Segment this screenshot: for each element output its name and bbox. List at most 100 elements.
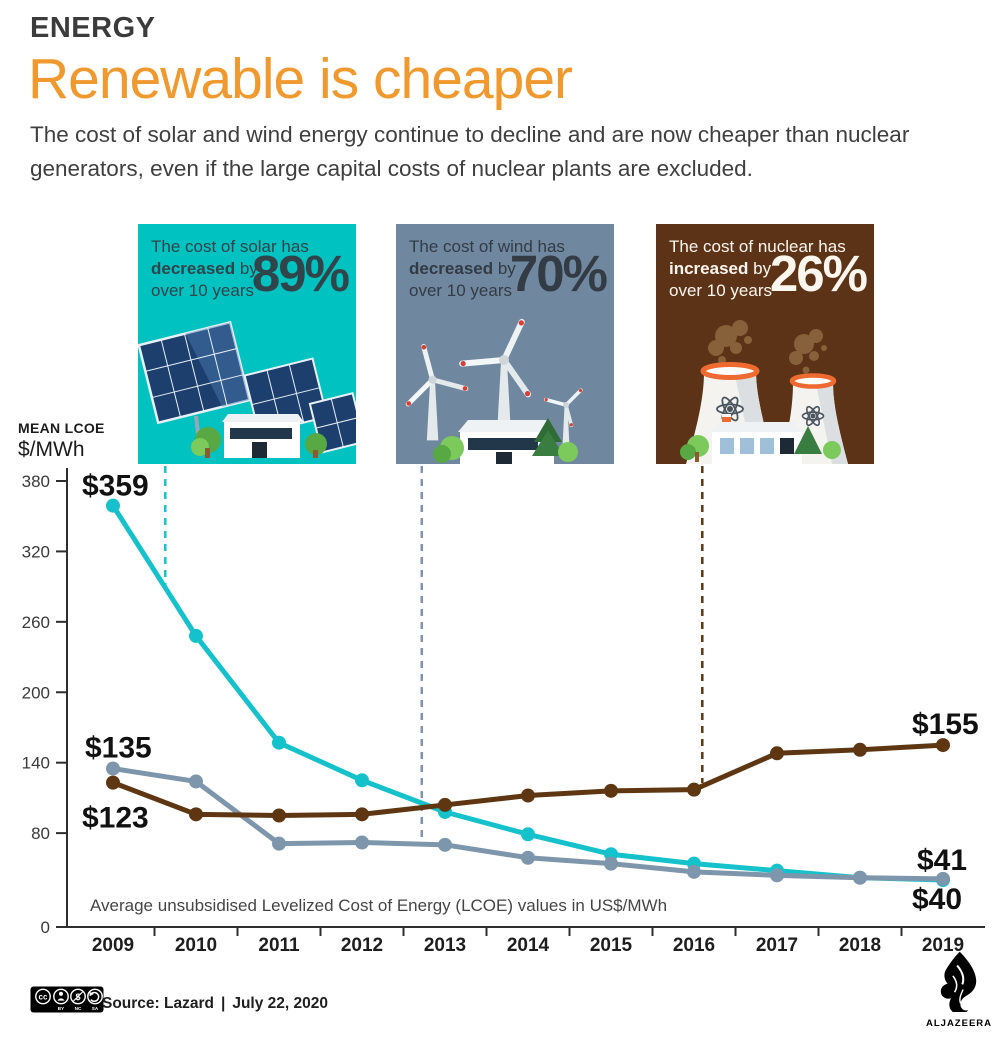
nuclear-card-line3: over 10 years xyxy=(669,281,772,300)
x-tick-label: 2014 xyxy=(507,935,550,956)
source-label: Source: Lazard xyxy=(102,995,214,1012)
page-title: Renewable is cheaper xyxy=(28,47,573,111)
x-tick-label: 2012 xyxy=(341,935,383,956)
wind-data-point xyxy=(936,871,950,886)
point-value-label: $40 xyxy=(912,883,962,916)
solar-data-point xyxy=(770,863,784,878)
point-value-label: $359 xyxy=(82,470,149,503)
nuclear-plant-illustration xyxy=(680,320,848,464)
nuclear-data-point xyxy=(936,738,950,753)
point-value-label: $155 xyxy=(912,708,979,741)
wind-data-point xyxy=(106,761,120,776)
point-value-label: $41 xyxy=(917,844,967,877)
aljazeera-logo: ALJAZEERA xyxy=(926,950,993,1029)
wind-data-point xyxy=(355,835,369,850)
nuclear-data-point xyxy=(272,808,286,823)
nuclear-card: The cost of nuclear has increased by ove… xyxy=(656,224,874,464)
x-tick-label: 2018 xyxy=(839,935,881,956)
wind-data-point xyxy=(770,868,784,883)
nuclear-percent: 26% xyxy=(769,245,868,302)
wind-card-line1: The cost of wind has xyxy=(409,237,565,256)
solar-line xyxy=(110,503,946,883)
solar-card: The cost of solar has decreased by over … xyxy=(138,224,356,464)
wind-data-point xyxy=(521,850,535,865)
section-kicker: ENERGY xyxy=(30,12,156,44)
wind-data-point xyxy=(272,836,286,851)
x-tick-label: 2017 xyxy=(756,935,798,956)
wind-card-line2: decreased by xyxy=(409,259,516,278)
solar-card-line1: The cost of solar has xyxy=(151,237,309,256)
solar-card-line2: decreased by xyxy=(151,259,258,278)
y-axis-label-line2: $/MWh xyxy=(18,438,85,461)
y-tick-label: 380 xyxy=(22,472,50,491)
solar-data-point xyxy=(687,856,701,871)
y-tick-label: 140 xyxy=(22,754,50,773)
nuclear-line xyxy=(110,742,946,818)
svg-text:NC: NC xyxy=(75,1006,82,1011)
x-tick-label: 2015 xyxy=(590,935,633,956)
solar-data-point xyxy=(189,628,203,643)
aljazeera-wordmark: ALJAZEERA xyxy=(926,1018,993,1029)
nc-dollar-icon: $ xyxy=(73,991,83,1002)
page-subtitle: The cost of solar and wind energy contin… xyxy=(30,122,910,181)
x-tick-label: 2010 xyxy=(175,935,217,956)
solar-card-line3: over 10 years xyxy=(151,281,254,300)
wind-data-point xyxy=(853,870,867,885)
nuclear-card-line1: The cost of nuclear has xyxy=(669,237,846,256)
wind-card: The cost of wind has decreased by over 1… xyxy=(396,224,614,464)
y-tick-label: 260 xyxy=(22,613,50,632)
solar-percent: 89% xyxy=(251,245,350,302)
wind-percent: 70% xyxy=(509,245,608,302)
turbine-small xyxy=(543,388,583,447)
solar-data-point xyxy=(272,735,286,750)
cc-icon: cc xyxy=(39,993,48,1002)
solar-data-point xyxy=(936,873,950,888)
nuclear-data-point xyxy=(770,746,784,761)
x-tick-label: 2011 xyxy=(258,935,300,956)
y-tick-label: 80 xyxy=(31,824,50,843)
y-tick-label: 200 xyxy=(22,683,50,702)
source-divider: | xyxy=(220,995,226,1012)
creative-commons-badge: cc $ BY NC SA xyxy=(30,986,104,1013)
y-tick-label: 0 xyxy=(41,918,50,937)
x-tick-label: 2013 xyxy=(424,935,466,956)
x-tick-label: 2016 xyxy=(673,935,715,956)
source-credit: Source: Lazard | July 22, 2020 xyxy=(102,995,328,1013)
smoke xyxy=(708,320,827,374)
svg-text:SA: SA xyxy=(92,1006,99,1011)
aljazeera-logo-mark xyxy=(940,951,977,1015)
nuclear-card-line2: increased by xyxy=(669,259,772,278)
nuclear-data-point xyxy=(355,807,369,822)
source-date: July 22, 2020 xyxy=(232,995,328,1012)
wind-data-point xyxy=(687,864,701,879)
y-axis-unit-label: MEAN LCOE $/MWh xyxy=(18,420,105,462)
nuclear-data-point xyxy=(687,782,701,797)
atom-icon-2 xyxy=(801,405,825,427)
point-value-label: $123 xyxy=(82,802,149,835)
point-value-label: $135 xyxy=(85,732,152,765)
nuclear-data-point xyxy=(604,783,618,798)
nuclear-data-point xyxy=(189,807,203,822)
wind-data-point xyxy=(604,856,618,871)
wind-turbines-illustration xyxy=(405,318,583,464)
chart-note: Average unsubsidised Levelized Cost of E… xyxy=(90,896,667,915)
solar-panels-illustration xyxy=(138,320,356,458)
wind-line xyxy=(110,766,946,882)
wind-data-point xyxy=(189,774,203,789)
wind-data-point xyxy=(438,837,452,852)
nuclear-data-point xyxy=(106,775,120,790)
nuclear-data-point xyxy=(521,788,535,803)
x-tick-label: 2009 xyxy=(92,935,134,956)
wind-card-line3: over 10 years xyxy=(409,281,512,300)
solar-data-point xyxy=(355,773,369,788)
y-tick-label: 320 xyxy=(22,542,50,561)
turbine-mid xyxy=(405,343,469,441)
turbine-large xyxy=(459,318,532,434)
solar-data-point xyxy=(106,498,120,513)
nuclear-data-point xyxy=(438,797,452,812)
solar-data-point xyxy=(521,827,535,842)
by-person-icon xyxy=(57,991,65,1001)
solar-data-point xyxy=(438,804,452,819)
solar-data-point xyxy=(853,870,867,885)
